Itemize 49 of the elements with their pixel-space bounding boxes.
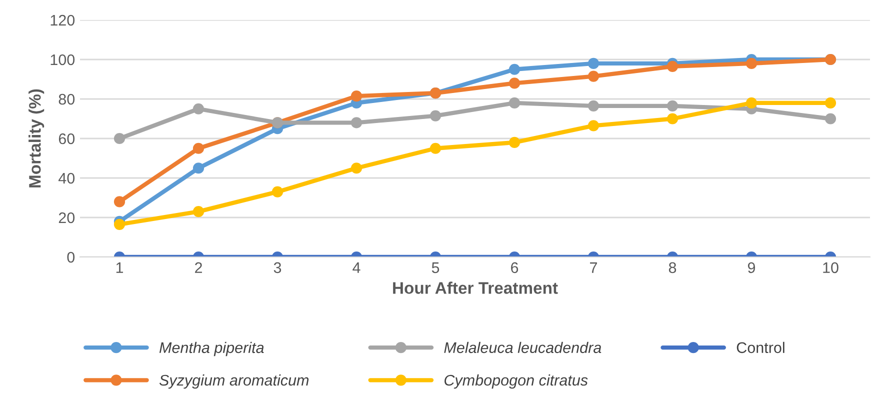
point <box>588 120 600 132</box>
point <box>430 110 442 122</box>
x-tick-label: 9 <box>748 262 756 274</box>
point <box>666 100 678 112</box>
point <box>272 186 284 198</box>
point <box>508 64 520 75</box>
point <box>588 100 600 112</box>
x-tick-label: 3 <box>274 262 282 274</box>
point <box>508 136 520 148</box>
x-axis-title: Hour After Treatment <box>393 282 558 294</box>
x-tick-label: 2 <box>195 262 202 273</box>
x-tick-label: 6 <box>511 262 518 274</box>
legend-label: Cymbopogon citratus <box>444 374 588 389</box>
legend-label: Syzygium aromaticum <box>159 374 309 389</box>
x-tick-label: 7 <box>590 262 597 273</box>
point <box>114 132 126 144</box>
y-tick-label: 100 <box>50 54 75 66</box>
point <box>746 58 758 70</box>
x-tick-label: 10 <box>823 262 838 274</box>
y-tick-label: 20 <box>58 212 75 224</box>
legend-label: Mentha piperita <box>159 342 264 356</box>
y-tick-label: 60 <box>58 133 75 144</box>
x-tick-label: 1 <box>116 262 124 273</box>
point <box>588 58 600 70</box>
point <box>508 97 520 109</box>
legend-label: Melaleuca leucadendra <box>444 342 602 354</box>
point <box>350 90 362 102</box>
point <box>666 60 678 72</box>
point <box>508 78 520 89</box>
x-tick-label: 4 <box>352 262 360 273</box>
y-tick-label: 80 <box>58 94 75 105</box>
point <box>588 70 600 82</box>
x-tick-label: 5 <box>432 262 440 274</box>
legend-label: Control <box>736 342 784 354</box>
y-tick-label: 120 <box>50 14 75 26</box>
point <box>430 142 442 154</box>
y-tick-label: 40 <box>58 172 75 184</box>
point <box>666 113 678 124</box>
point <box>824 113 836 124</box>
point <box>350 162 362 174</box>
point <box>192 162 204 174</box>
y-axis-title: Mortality (%) <box>28 89 44 188</box>
x-tick-label: 8 <box>668 262 676 274</box>
point <box>746 97 758 109</box>
y-tick-label: 0 <box>67 252 75 263</box>
point <box>192 142 204 154</box>
point <box>824 97 836 109</box>
point <box>350 117 362 128</box>
point <box>192 103 204 114</box>
